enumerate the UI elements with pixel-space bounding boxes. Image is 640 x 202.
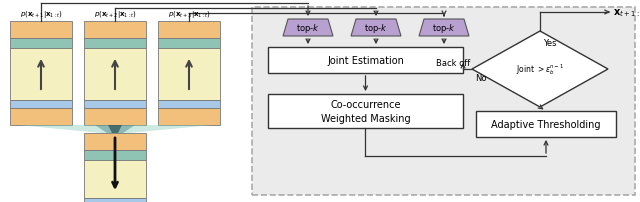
Text: No: No [475, 74, 486, 83]
Text: Joint Estimation: Joint Estimation [327, 56, 404, 66]
Bar [84, 198, 146, 202]
Text: $p(\mathbf{x}_{t+3}|\mathbf{x}_{1:t})$: $p(\mathbf{x}_{t+3}|\mathbf{x}_{1:t})$ [168, 9, 211, 20]
Bar [476, 112, 616, 137]
Bar [84, 101, 146, 108]
Text: top-$k$: top-$k$ [432, 22, 456, 35]
Text: top-$k$: top-$k$ [364, 22, 388, 35]
Text: Yes: Yes [543, 39, 557, 48]
Polygon shape [18, 125, 212, 133]
Bar [10, 101, 72, 108]
Polygon shape [283, 20, 333, 37]
Text: Adaptive Thresholding: Adaptive Thresholding [492, 119, 601, 129]
Bar [158, 101, 220, 108]
Bar [158, 22, 220, 39]
Bar [84, 39, 146, 49]
Bar [84, 49, 146, 101]
Text: Back off: Back off [436, 58, 470, 67]
Bar [84, 150, 146, 160]
Polygon shape [108, 125, 122, 133]
Bar [158, 39, 220, 49]
Polygon shape [351, 20, 401, 37]
Bar [10, 49, 72, 101]
Bar [10, 22, 72, 39]
Text: $\mathbf{x}_{t+1:t+n}$: $\mathbf{x}_{t+1:t+n}$ [613, 7, 640, 19]
Bar [84, 160, 146, 198]
Polygon shape [472, 32, 608, 107]
Bar [268, 95, 463, 128]
Text: $p(\mathbf{x}_{t+2}|\mathbf{x}_{1:t})$: $p(\mathbf{x}_{t+2}|\mathbf{x}_{1:t})$ [93, 9, 136, 20]
Bar [10, 39, 72, 49]
Bar [158, 49, 220, 101]
Text: Joint $> \epsilon_b^{n-1}$: Joint $> \epsilon_b^{n-1}$ [516, 62, 564, 77]
Bar [84, 108, 146, 125]
Text: Co-occurrence
Weighted Masking: Co-occurrence Weighted Masking [321, 100, 410, 123]
Bar [84, 133, 146, 150]
Bar [10, 108, 72, 125]
Bar [84, 22, 146, 39]
Text: $p(\mathbf{x}_{t+1}|\mathbf{x}_{1:t})$: $p(\mathbf{x}_{t+1}|\mathbf{x}_{1:t})$ [20, 9, 63, 20]
Bar [158, 108, 220, 125]
Polygon shape [95, 125, 135, 133]
Bar [268, 48, 463, 74]
Polygon shape [419, 20, 469, 37]
Bar [252, 8, 635, 195]
Text: top-$k$: top-$k$ [296, 22, 320, 35]
